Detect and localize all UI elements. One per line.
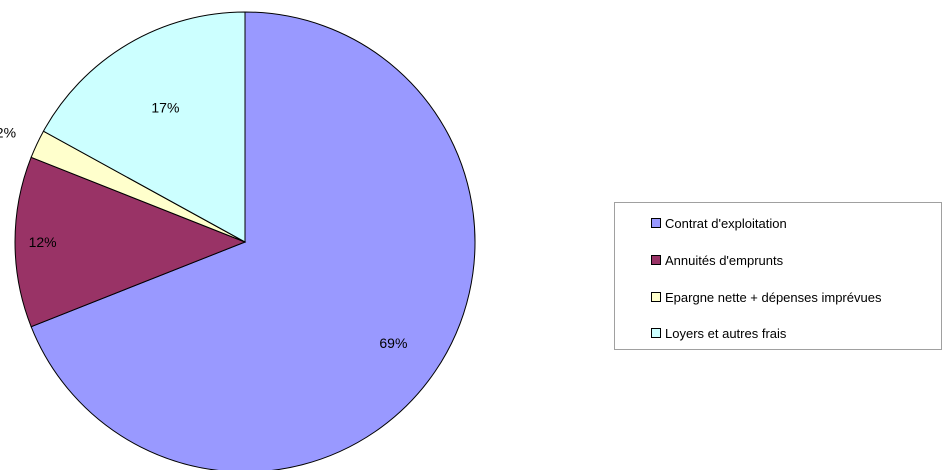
pie-labels: 69% 12% 2% 17% bbox=[0, 99, 407, 350]
legend-item-contrat-exploitation: Contrat d'exploitation bbox=[651, 215, 787, 231]
legend-item-loyers-autres-frais: Loyers et autres frais bbox=[651, 325, 786, 341]
legend-item-annuites-emprunts: Annuités d'emprunts bbox=[651, 252, 783, 268]
legend-label: Loyers et autres frais bbox=[665, 325, 787, 341]
label-epargne-nette: 2% bbox=[0, 124, 16, 140]
legend-label: Epargne nette + dépenses imprévues bbox=[665, 289, 882, 305]
legend-swatch bbox=[651, 255, 661, 265]
label-loyers-autres-frais: 17% bbox=[151, 99, 179, 115]
slice-annuites-emprunts bbox=[14, 156, 247, 328]
label-contrat-exploitation: 69% bbox=[379, 335, 407, 351]
slice-loyers-autres-frais bbox=[42, 11, 246, 243]
legend-item-epargne-nette: Epargne nette + dépenses imprévues bbox=[651, 289, 881, 305]
legend-swatch bbox=[651, 328, 661, 338]
pie-slices bbox=[14, 11, 476, 470]
legend-label: Contrat d'exploitation bbox=[665, 215, 787, 231]
label-annuites-emprunts: 12% bbox=[29, 234, 57, 250]
legend: Contrat d'exploitation Annuités d'emprun… bbox=[614, 202, 942, 350]
slice-contrat-exploitation bbox=[30, 11, 476, 470]
legend-swatch bbox=[651, 292, 661, 302]
legend-swatch bbox=[651, 218, 661, 228]
legend-label: Annuités d'emprunts bbox=[665, 252, 784, 268]
